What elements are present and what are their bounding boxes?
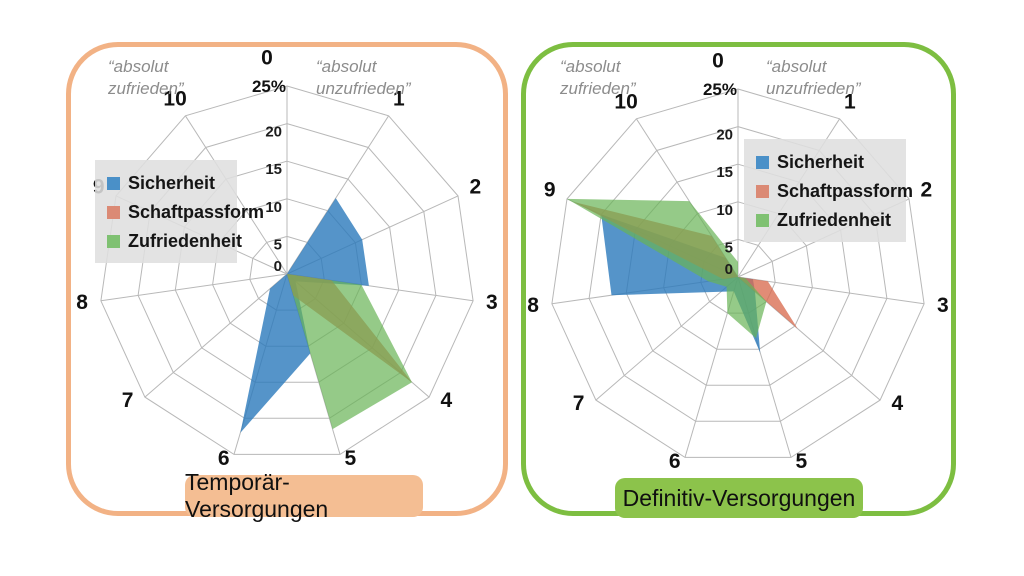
radial-tick-10: 10: [265, 199, 282, 216]
radial-tick-0: 0: [725, 261, 733, 278]
chart-title-badge-temporaer: Temporär-Versorgungen: [185, 469, 423, 522]
series-polygon-sicherheit: [240, 198, 369, 433]
chart-title-badge-definitiv: Definitiv-Versorgungen: [615, 478, 863, 518]
axis-label-5: 5: [344, 447, 356, 470]
grid-spoke: [100, 273, 288, 302]
legend-label: Sicherheit: [128, 173, 216, 193]
annotation-line: “absolut: [766, 57, 827, 76]
series-polygon-zufriedenheit: [287, 274, 412, 430]
series-polygon-zufriedenheit: [567, 198, 767, 339]
legend-item: Schaftpassform: [756, 177, 913, 206]
legend-swatch-schaftpassform-icon: [107, 206, 120, 219]
legend-swatch-zufriedenheit-icon: [756, 214, 769, 227]
axis-label-5: 5: [795, 450, 807, 473]
axis-label-2: 2: [469, 176, 481, 199]
legend-swatch-schaftpassform-icon: [756, 185, 769, 198]
annotation-line: “absolut: [316, 57, 377, 76]
axis-label-4: 4: [892, 392, 904, 415]
axis-label-10: 10: [163, 87, 186, 110]
radial-tick-20: 20: [265, 124, 282, 141]
axis-label-10: 10: [614, 90, 637, 113]
legend-label: Schaftpassform: [128, 202, 265, 222]
axis-label-8: 8: [527, 294, 539, 317]
grid-spoke: [144, 273, 288, 398]
legend-item: Sicherheit: [107, 169, 225, 198]
axis-label-1: 1: [844, 90, 856, 113]
legend-item: Schaftpassform: [107, 198, 264, 227]
radar-chart-definitiv: 0 1 2 3 4 5 6 7 8 9 10 0 5 10 15 20 25%: [527, 50, 949, 474]
axis-label-2: 2: [920, 179, 932, 202]
axis-label-3: 3: [937, 294, 949, 317]
legend-label: Zufriedenheit: [128, 231, 243, 251]
legend-swatch-zufriedenheit-icon: [107, 235, 120, 248]
annotation-line: “absolut: [108, 57, 169, 76]
chart-title: Definitiv-Versorgungen: [622, 484, 856, 511]
annotation-absolut-zufrieden: “absolut zufrieden”: [560, 56, 636, 100]
axis-label-3: 3: [486, 291, 498, 314]
axis-label-8: 8: [76, 291, 88, 314]
chart-title: Temporär-Versorgungen: [185, 469, 329, 522]
legend: Sicherheit Schaftpassform Zufriedenheit: [95, 160, 264, 263]
axis-label-6: 6: [669, 450, 681, 473]
legend-swatch-sicherheit-icon: [107, 177, 120, 190]
radial-tick-15: 15: [716, 164, 733, 181]
legend-item: Sicherheit: [756, 148, 894, 177]
axis-label-6: 6: [218, 447, 230, 470]
legend-label: Schaftpassform: [777, 181, 914, 201]
annotation-line: zufrieden”: [560, 79, 636, 98]
annotation-line: “absolut: [560, 57, 621, 76]
grid-spoke: [286, 115, 390, 275]
radial-tick-5: 5: [274, 236, 282, 253]
legend-item: Zufriedenheit: [756, 206, 894, 235]
radial-tick-20: 20: [716, 127, 733, 144]
annotation-line: unzufrieden”: [766, 79, 861, 98]
grid-spoke: [595, 276, 739, 401]
series-polygon-sicherheit: [601, 214, 761, 353]
legend-item: Zufriedenheit: [107, 227, 242, 256]
grid-spoke: [737, 276, 925, 305]
annotation-absolut-zufrieden: “absolut zufrieden”: [108, 56, 184, 100]
axis-label-4: 4: [441, 389, 453, 412]
annotation-line: zufrieden”: [108, 79, 184, 98]
radial-tick-10: 10: [716, 202, 733, 219]
legend-swatch-sicherheit-icon: [756, 156, 769, 169]
axis-label-0: 0: [261, 47, 273, 70]
legend-label: Sicherheit: [777, 152, 865, 172]
radial-tick-25%: 25%: [252, 77, 286, 96]
annotation-absolut-unzufrieden: “absolut unzufrieden”: [766, 56, 861, 100]
radial-tick-5: 5: [725, 239, 733, 256]
axis-label-7: 7: [122, 389, 134, 412]
axis-label-9: 9: [544, 179, 556, 202]
annotation-line: unzufrieden”: [316, 79, 411, 98]
axis-label-1: 1: [393, 87, 405, 110]
annotation-absolut-unzufrieden: “absolut unzufrieden”: [316, 56, 411, 100]
axis-label-7: 7: [573, 392, 585, 415]
radial-tick-15: 15: [265, 161, 282, 178]
radial-tick-0: 0: [274, 258, 282, 275]
legend: Sicherheit Schaftpassform Zufriedenheit: [744, 139, 913, 242]
radial-tick-25%: 25%: [703, 80, 737, 99]
axis-label-0: 0: [712, 50, 724, 73]
legend-label: Zufriedenheit: [777, 210, 892, 230]
